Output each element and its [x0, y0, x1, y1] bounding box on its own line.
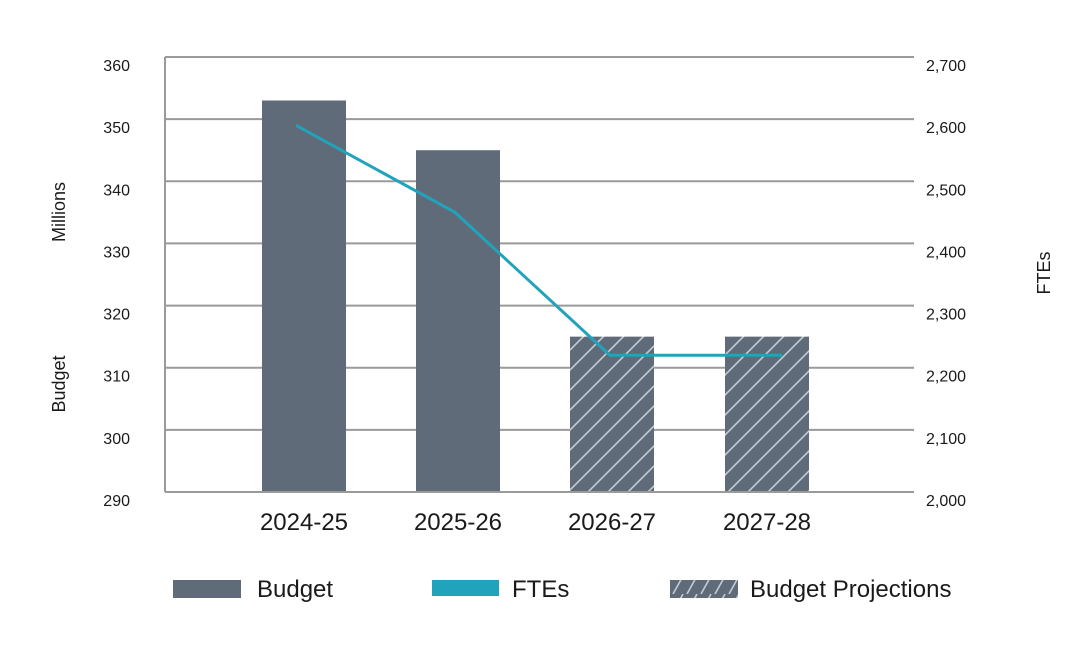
left-tick-label: 310: [103, 369, 130, 386]
bar-budget-projection: [725, 336, 809, 492]
right-tick-label: 2,400: [926, 244, 966, 261]
legend-label-ftes: FTEs: [512, 576, 569, 603]
bar-budget: [416, 150, 500, 492]
left-tick-label: 350: [103, 120, 130, 137]
fte-line: [295, 124, 782, 357]
category-label: 2027-28: [723, 509, 811, 536]
left-tick-label: 360: [103, 58, 130, 75]
left-tick-label: 300: [103, 431, 130, 448]
left-tick-label: 320: [103, 307, 130, 324]
right-tick-label: 2,100: [926, 431, 966, 448]
bars: [262, 100, 809, 492]
legend-swatch-budget-projections: [670, 580, 738, 598]
left-axis-ticks: 290 300 310 320 330 340 350 360: [103, 58, 130, 510]
legend-label-budget: Budget: [257, 576, 333, 603]
left-tick-label: 330: [103, 244, 130, 261]
legend-item-budget: Budget: [173, 576, 333, 603]
left-axis-title-budget: Budget: [49, 355, 69, 412]
bar-budget-projection: [570, 336, 654, 492]
left-axis-title-millions: Millions: [49, 182, 69, 242]
legend-swatch-ftes: [432, 580, 499, 596]
bar-budget: [262, 100, 346, 492]
right-tick-label: 2,300: [926, 307, 966, 324]
right-tick-label: 2,700: [926, 58, 966, 75]
category-label: 2025-26: [414, 509, 502, 536]
right-tick-label: 2,200: [926, 369, 966, 386]
category-labels: 2024-25 2025-26 2026-27 2027-28: [260, 509, 811, 536]
right-axis-ticks: 2,000 2,100 2,200 2,300 2,400 2,500 2,600 2,700: [913, 56, 966, 510]
legend-item-ftes: FTEs: [432, 576, 569, 603]
legend-item-budget-projections: Budget Projections: [670, 576, 951, 603]
legend-label-budget-projections: Budget Projections: [750, 576, 951, 603]
legend-swatch-budget: [173, 580, 241, 598]
fte-line-layer: [295, 124, 783, 357]
right-tick-label: 2,000: [926, 493, 966, 510]
axes: [164, 57, 914, 493]
right-tick-label: 2,600: [926, 120, 966, 137]
legend: Budget FTEs Budget Projections: [173, 576, 951, 603]
category-label: 2024-25: [260, 509, 348, 536]
right-tick-label: 2,500: [926, 182, 966, 199]
left-tick-label: 290: [103, 493, 130, 510]
left-tick-label: 340: [103, 182, 130, 199]
right-axis-title: FTEs: [1034, 252, 1054, 295]
category-label: 2026-27: [568, 509, 656, 536]
